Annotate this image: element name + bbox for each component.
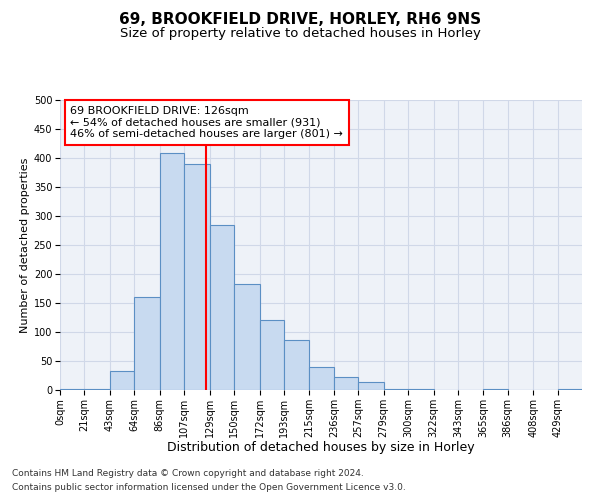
Bar: [134, 297, 160, 390]
Bar: [209, 224, 234, 390]
Text: 69 BROOKFIELD DRIVE: 126sqm
← 54% of detached houses are smaller (931)
46% of se: 69 BROOKFIELD DRIVE: 126sqm ← 54% of det…: [70, 106, 343, 139]
Bar: [85, 389, 110, 390]
Bar: [160, 154, 184, 390]
Text: Contains HM Land Registry data © Crown copyright and database right 2024.: Contains HM Land Registry data © Crown c…: [12, 468, 364, 477]
Bar: [184, 164, 209, 390]
Bar: [110, 371, 134, 390]
Text: Contains public sector information licensed under the Open Government Licence v3: Contains public sector information licen…: [12, 484, 406, 492]
Bar: [334, 377, 358, 390]
Y-axis label: Number of detached properties: Number of detached properties: [20, 158, 29, 332]
Bar: [284, 340, 310, 390]
Text: Size of property relative to detached houses in Horley: Size of property relative to detached ho…: [119, 28, 481, 40]
Bar: [260, 320, 284, 390]
Bar: [557, 389, 582, 390]
Bar: [310, 367, 334, 390]
X-axis label: Distribution of detached houses by size in Horley: Distribution of detached houses by size …: [167, 442, 475, 454]
Bar: [234, 284, 260, 390]
Bar: [408, 389, 434, 390]
Bar: [60, 389, 85, 390]
Bar: [358, 382, 383, 390]
Bar: [383, 389, 408, 390]
Text: 69, BROOKFIELD DRIVE, HORLEY, RH6 9NS: 69, BROOKFIELD DRIVE, HORLEY, RH6 9NS: [119, 12, 481, 28]
Bar: [484, 389, 508, 390]
